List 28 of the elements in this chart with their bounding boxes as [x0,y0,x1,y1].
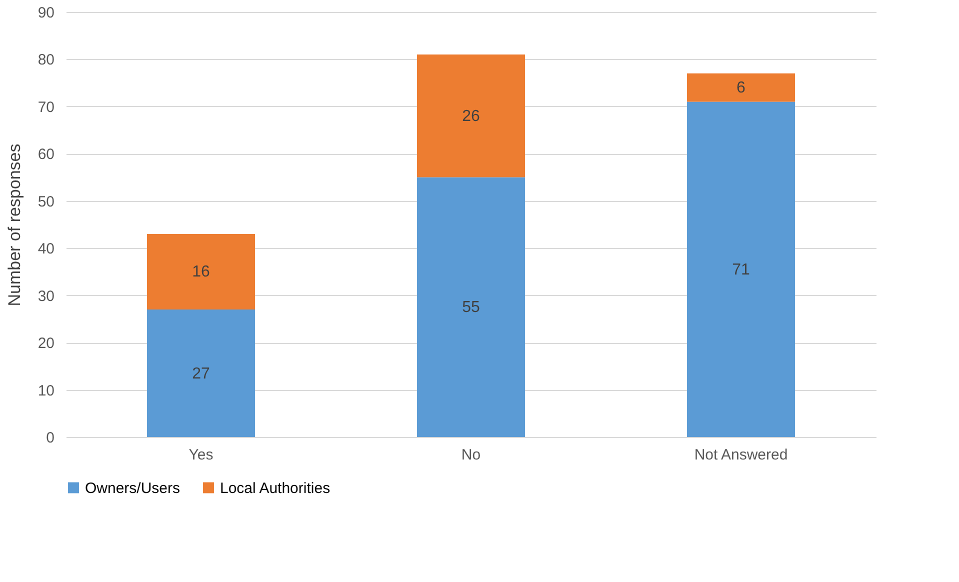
data-label: 71 [732,261,750,278]
x-tick-label: No [461,446,481,464]
legend-label: Owners/Users [85,480,180,497]
bar [417,177,525,437]
x-tick-label: Not Answered [694,446,788,464]
data-label: 26 [462,108,480,125]
y-tick-label: 10 [38,382,54,400]
y-tick-label: 50 [38,193,54,210]
data-label: 16 [192,264,210,281]
y-tick-label: 0 [46,430,54,446]
data-label: 6 [736,80,746,97]
y-tick-label: 80 [38,52,54,69]
y-tick-label: 20 [38,335,54,352]
bar [147,310,255,437]
bar [417,54,525,178]
y-tick-label: 60 [38,146,54,164]
data-label: 27 [192,365,210,382]
y-tick-label: 90 [38,4,54,22]
y-axis-title: Number of responses [4,144,24,306]
x-tick-label: Yes [188,446,214,464]
legend-label: Local Authorities [220,480,330,497]
y-tick-label: 70 [38,98,54,116]
y-tick-label: 40 [38,240,54,258]
bar [147,234,255,310]
bar [687,73,795,102]
y-tick-label: 30 [38,288,54,305]
bar [687,102,795,437]
data-label: 55 [462,299,480,316]
